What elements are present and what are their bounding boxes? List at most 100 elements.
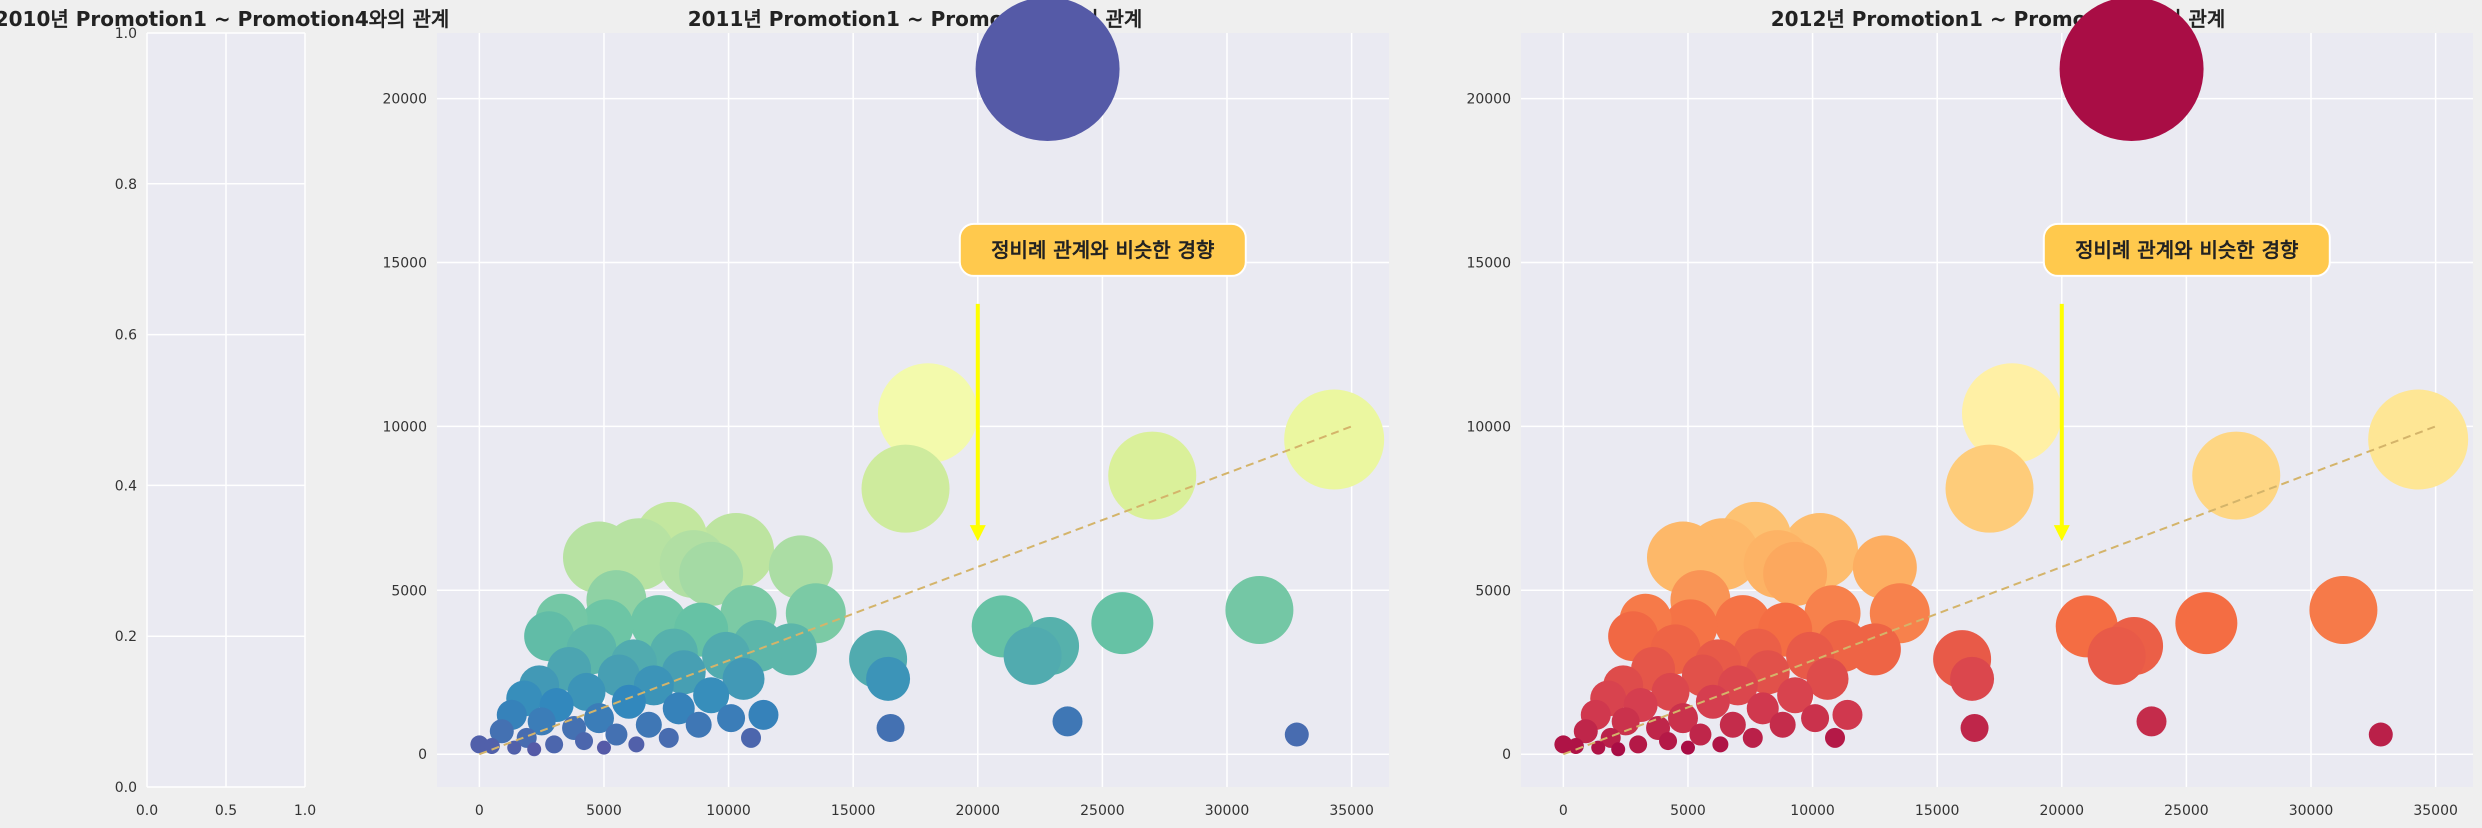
y-tick-label: 0.8 [115, 177, 137, 193]
chart-2010: 2010년 Promotion1 ~ Promotion4와의 관계 0.0 0.… [0, 7, 449, 819]
scatter-point [1769, 711, 1796, 738]
scatter-point [1003, 626, 1062, 685]
scatter-point [1611, 742, 1626, 757]
scatter-point [2087, 626, 2146, 685]
x-tick-label: 5000 [1670, 803, 1706, 819]
scatter-point [1742, 727, 1763, 748]
scatter-point [507, 740, 522, 755]
y-tick-label: 0.6 [115, 328, 137, 344]
scatter-point [741, 727, 762, 748]
callout-box [2042, 222, 2331, 277]
x-tick-label: 25000 [2164, 803, 2209, 819]
y-tick-label: 5000 [1475, 583, 1511, 599]
scatter-point [1961, 363, 2062, 464]
y-tick-label: 10000 [1466, 419, 1511, 435]
x-tick-label: 20000 [956, 803, 1001, 819]
scatter-point [685, 711, 712, 738]
scatter-point [662, 692, 695, 725]
scatter-point [2368, 389, 2469, 490]
scatter-point [1712, 736, 1729, 753]
scatter-point [1052, 706, 1083, 737]
x-tick-label: 15000 [1915, 803, 1960, 819]
scatter-point [567, 672, 606, 711]
scatter-point [1554, 735, 1573, 754]
x-tick-label: 10000 [706, 803, 751, 819]
scatter-point [583, 703, 614, 734]
scatter-point [1680, 740, 1695, 755]
scatter-point [1611, 707, 1640, 736]
y-tick-label: 15000 [1466, 255, 1511, 271]
y-tick-label: 0.2 [115, 629, 137, 645]
scatter-point [2136, 706, 2167, 737]
scatter-point [748, 699, 779, 730]
scatter-point [1806, 657, 1849, 700]
scatter-point [1629, 735, 1648, 754]
y-tick-label: 0 [418, 747, 427, 763]
x-tick-label: 10000 [1790, 803, 1835, 819]
scatter-point [527, 742, 542, 757]
scatter-point [876, 713, 905, 742]
scatter-point [1945, 444, 2034, 533]
scatter-point [717, 704, 746, 733]
scatter-point [2192, 431, 2281, 520]
x-tick-label: 25000 [1080, 803, 1125, 819]
y-tick-label: 20000 [1466, 92, 1511, 108]
scatter-point [1695, 684, 1730, 719]
y-tick-label: 0 [1502, 747, 1511, 763]
scatter-point [1567, 738, 1584, 755]
scatter-point [1659, 732, 1678, 751]
y-tick-label: 0.4 [115, 478, 137, 494]
scatter-point [527, 707, 556, 736]
scatter-point [866, 656, 911, 701]
scatter-point [605, 723, 628, 746]
scatter-point [861, 444, 950, 533]
scatter-point [483, 738, 500, 755]
scatter-point [628, 736, 645, 753]
callout-label: 정비례 관계와 비슷한 경향 [2075, 238, 2299, 262]
x-tick-label: 30000 [2289, 803, 2334, 819]
scatter-point [1573, 719, 1598, 744]
x-tick-label: 20000 [2040, 803, 2085, 819]
scatter-point [877, 363, 978, 464]
scatter-point [470, 735, 489, 754]
scatter-point [975, 0, 1120, 142]
scatter-point [2368, 722, 2393, 747]
y-tick-label: 15000 [382, 255, 427, 271]
scatter-point [1591, 740, 1606, 755]
y-tick-label: 20000 [382, 92, 427, 108]
scatter-point [1763, 541, 1828, 606]
scatter-point [1651, 672, 1690, 711]
x-tick-label: 0.0 [136, 803, 158, 819]
scatter-point [611, 684, 646, 719]
chart-title-2010: 2010년 Promotion1 ~ Promotion4와의 관계 [0, 7, 449, 31]
scatter-point [658, 727, 679, 748]
x-tick-label: 5000 [586, 803, 622, 819]
scatter-point [1777, 677, 1814, 714]
x-tick-label: 15000 [831, 803, 876, 819]
scatter-point [489, 719, 514, 744]
scatter-point [1746, 692, 1779, 725]
y-tick-label: 5000 [391, 583, 427, 599]
scatter-point [1825, 727, 1846, 748]
x-tick-label: 0 [1559, 803, 1568, 819]
scatter-point [1801, 704, 1830, 733]
scatter-point [2175, 592, 2238, 655]
scatter-point [1960, 713, 1989, 742]
scatter-point [1225, 575, 1294, 644]
x-tick-label: 0 [475, 803, 484, 819]
callout-arrow-head [969, 525, 986, 542]
scatter-point [1284, 722, 1309, 747]
scatter-point [1667, 703, 1698, 734]
scatter-point [1950, 656, 1995, 701]
scatter-point [679, 541, 744, 606]
x-tick-label: 35000 [2413, 803, 2458, 819]
chart-2011: 2011년 Promotion1 ~ Promotion4와의 관계 0 5000… [382, 0, 1389, 819]
scatter-point [1689, 723, 1712, 746]
y-tick-label: 10000 [382, 419, 427, 435]
scatter-point [1719, 711, 1746, 738]
scatter-point [575, 732, 594, 751]
callout-label: 정비례 관계와 비슷한 경향 [991, 238, 1215, 262]
x-tick-label: 35000 [1329, 803, 1374, 819]
scatter-point [1284, 389, 1385, 490]
